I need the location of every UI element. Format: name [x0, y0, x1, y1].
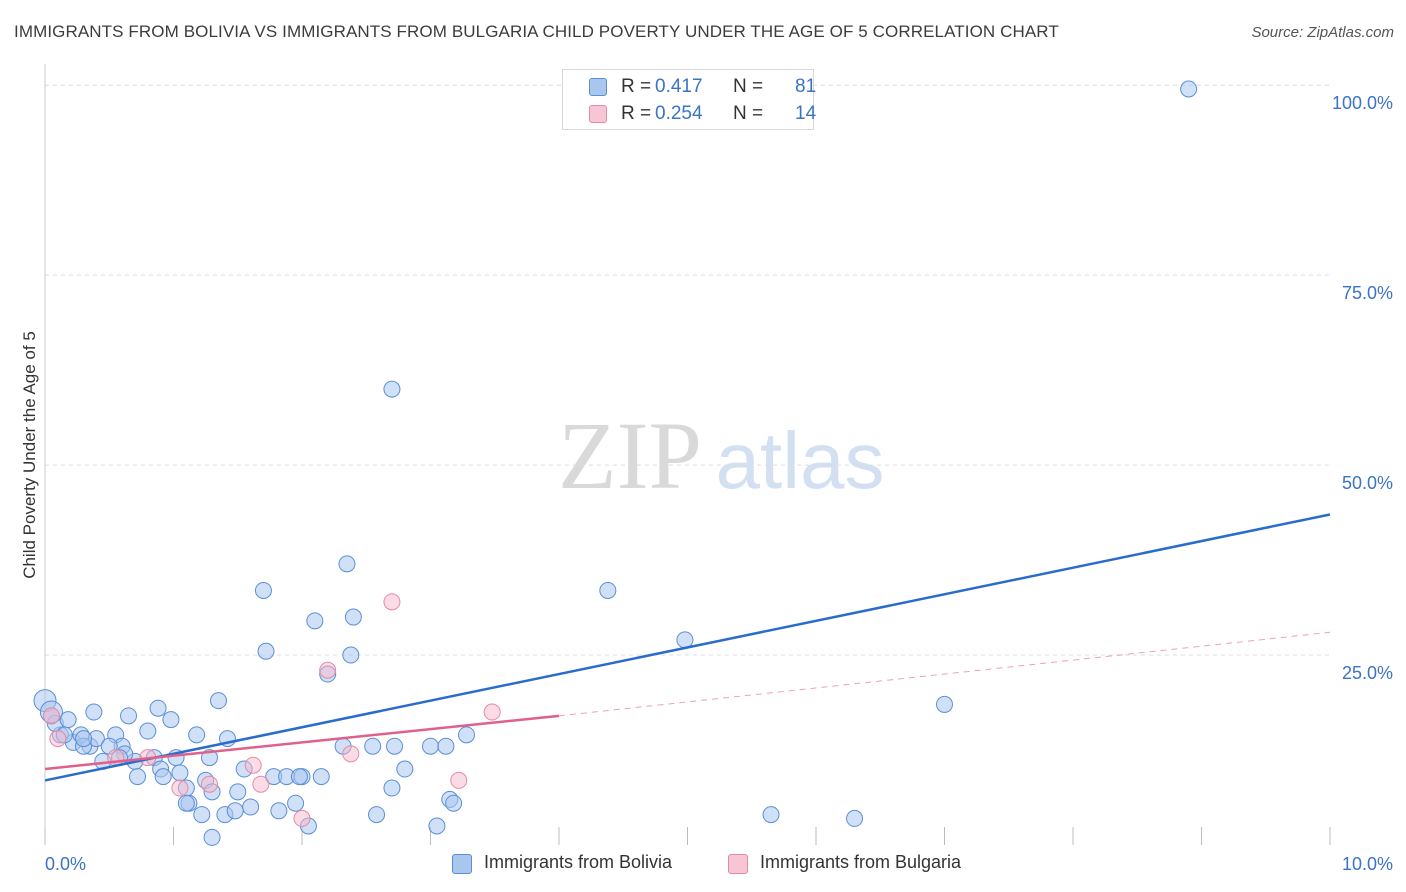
point-bolivia	[762, 806, 780, 824]
n-label: N =	[733, 103, 764, 124]
point-bulgaria	[244, 756, 262, 774]
n-value: 14	[795, 103, 817, 124]
point-bulgaria	[49, 730, 67, 748]
point-bulgaria	[171, 779, 189, 797]
legend-label-bolivia: Immigrants from Bolivia	[484, 852, 673, 872]
legend-swatch-bulgaria	[728, 854, 748, 874]
point-bolivia	[936, 695, 953, 713]
point-bolivia	[1180, 80, 1198, 98]
point-bolivia	[162, 711, 180, 729]
point-bolivia	[85, 703, 103, 721]
watermark-zip: ZIP	[558, 402, 702, 509]
point-bolivia	[229, 783, 247, 801]
y-tick-label: 50.0%	[1342, 473, 1393, 493]
point-bulgaria	[450, 771, 468, 789]
series-bulgaria-points	[42, 593, 501, 827]
point-bolivia	[457, 726, 475, 744]
point-bolivia	[193, 806, 211, 824]
point-bulgaria	[200, 775, 218, 793]
r-value: 0.417	[655, 76, 703, 97]
point-bolivia	[338, 555, 356, 573]
trendline-bulgaria	[44, 714, 560, 771]
point-bolivia	[445, 794, 463, 812]
point-bolivia	[287, 794, 305, 812]
point-bolivia	[383, 779, 401, 797]
point-bolivia	[177, 794, 195, 812]
bolivia-swatch	[589, 78, 607, 96]
x-tick-label: 0.0%	[45, 854, 86, 874]
point-bolivia	[364, 737, 382, 755]
point-bulgaria	[342, 745, 360, 763]
point-bolivia	[396, 760, 414, 778]
point-bolivia	[344, 608, 362, 626]
trendline-bulgaria-extension	[558, 631, 1331, 717]
point-bolivia	[149, 699, 167, 717]
r-label: R =	[621, 103, 652, 124]
n-value: 81	[795, 76, 817, 97]
point-bolivia	[270, 802, 288, 820]
bulgaria-swatch	[589, 105, 607, 123]
point-bulgaria	[483, 703, 501, 721]
chart-title: IMMIGRANTS FROM BOLIVIA VS IMMIGRANTS FR…	[14, 22, 1059, 41]
point-bolivia	[226, 802, 244, 820]
point-bolivia	[129, 768, 147, 786]
n-label: N =	[733, 76, 764, 97]
point-bulgaria	[383, 593, 401, 611]
point-bulgaria	[42, 707, 60, 725]
point-bolivia	[290, 768, 308, 786]
point-bolivia	[386, 737, 404, 755]
point-bolivia	[383, 380, 401, 398]
y-tick-label: 25.0%	[1342, 663, 1393, 683]
stats-legend: R = 0.417 N = 81 R = 0.254 N = 14	[562, 69, 817, 130]
point-bolivia	[342, 646, 360, 664]
source-label: Source: ZipAtlas.com	[1251, 24, 1394, 41]
point-bolivia	[312, 768, 330, 786]
y-tick-label: 75.0%	[1342, 283, 1393, 303]
point-bolivia	[203, 828, 221, 846]
watermark-atlas: atlas	[716, 416, 885, 505]
point-bolivia	[428, 817, 446, 835]
x-tick-label: 10.0%	[1342, 854, 1393, 874]
point-bolivia	[257, 642, 275, 660]
point-bulgaria	[293, 809, 311, 827]
series-bolivia-points	[33, 80, 1198, 846]
point-bulgaria	[319, 661, 337, 679]
y-tick-label: 100.0%	[1332, 93, 1393, 113]
point-bolivia	[154, 768, 172, 786]
point-bulgaria	[252, 775, 270, 793]
point-bolivia	[676, 631, 694, 649]
point-bolivia	[242, 798, 260, 816]
trendline-bolivia	[44, 513, 1331, 782]
legend-label-bulgaria: Immigrants from Bulgaria	[760, 852, 962, 872]
point-bolivia	[306, 612, 324, 630]
legend-swatch-bolivia	[452, 854, 472, 874]
r-label: R =	[621, 76, 652, 97]
point-bolivia	[209, 692, 227, 710]
point-bolivia	[188, 726, 206, 744]
point-bolivia	[254, 581, 272, 599]
point-bolivia	[599, 581, 617, 599]
r-value: 0.254	[655, 103, 703, 124]
point-bolivia	[368, 806, 386, 824]
point-bolivia	[422, 737, 439, 755]
point-bolivia	[139, 722, 157, 740]
zipatlas-watermark: ZIP atlas	[558, 402, 884, 509]
point-bolivia	[120, 707, 138, 725]
point-bolivia	[171, 764, 189, 782]
point-bolivia	[437, 737, 455, 755]
point-bolivia	[75, 730, 93, 748]
point-bolivia	[846, 809, 864, 827]
